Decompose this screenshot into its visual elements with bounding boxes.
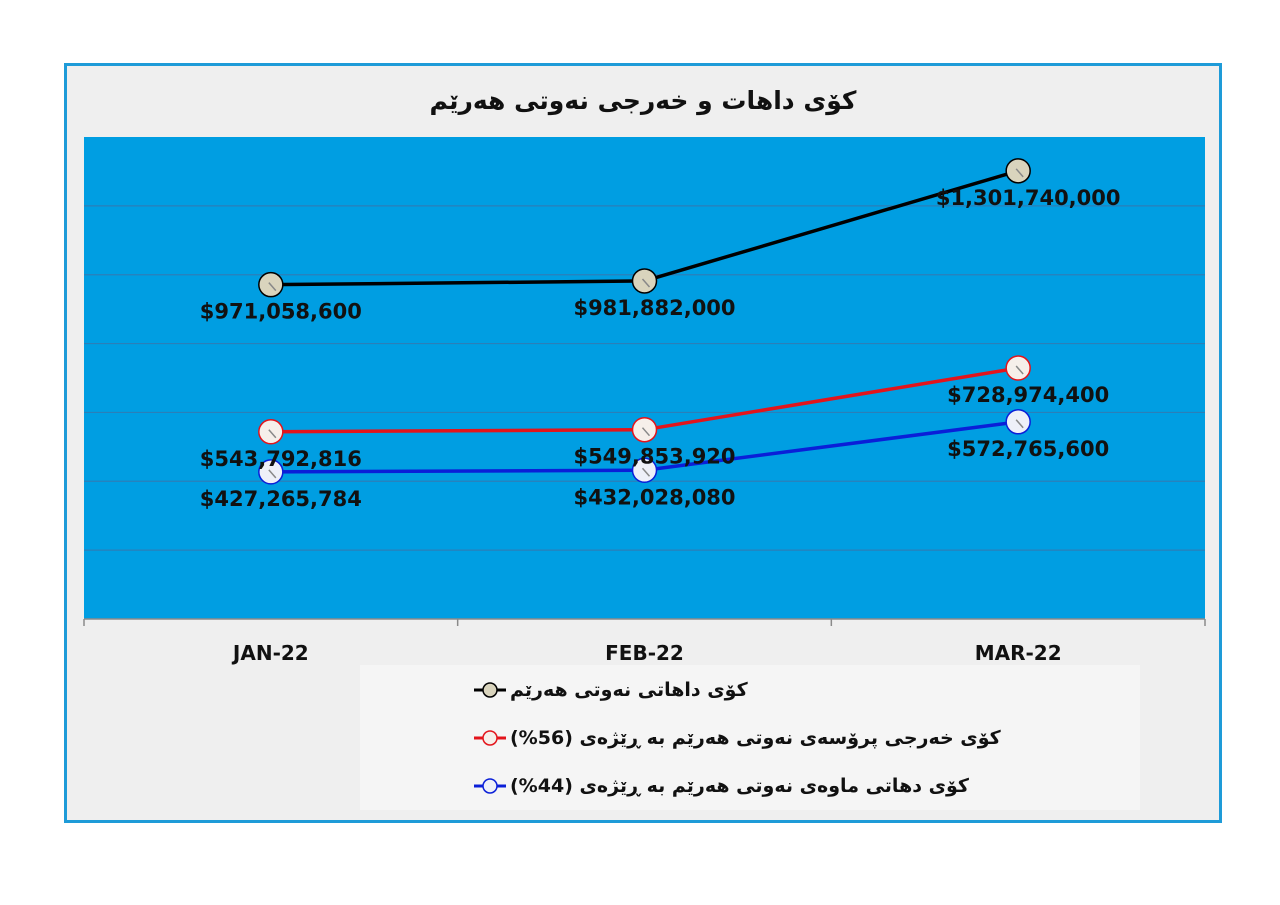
data-label: $549,853,920 <box>573 445 735 469</box>
leader-line <box>1015 419 1024 429</box>
data-label: $728,974,400 <box>947 383 1109 407</box>
data-label: $981,882,000 <box>573 296 735 320</box>
legend-marker <box>474 682 506 698</box>
leader-line <box>641 467 651 477</box>
leader-line <box>268 282 277 292</box>
leader-line <box>641 427 651 437</box>
legend-label: كۆی خەرجی پرۆسەی نەوتی هەرێم بە ڕێژەی (5… <box>510 727 1001 749</box>
legend-item-total-revenue: كۆی داهاتی نەوتی هەرێم <box>472 675 748 705</box>
x-axis <box>83 618 1206 626</box>
legend-label: كۆی دهاتی ماوەی نەوتی هەرێم بە ڕێژەی (44… <box>510 775 969 797</box>
leader-line <box>1015 168 1024 178</box>
legend-item-net-revenue: كۆی دهاتی ماوەی نەوتی هەرێم بە ڕێژەی (44… <box>472 771 969 801</box>
x-tick-label: FEB-22 <box>605 641 684 665</box>
data-label: $572,765,600 <box>947 437 1109 461</box>
data-label: $971,058,600 <box>200 300 362 324</box>
leader-line <box>1015 365 1024 375</box>
leader-line <box>268 469 277 479</box>
data-labels: $971,058,600 $981,882,000 $1,301,740,000 $5… <box>200 186 1121 511</box>
x-tick-label: JAN-22 <box>231 641 309 665</box>
series-lines <box>258 158 1031 485</box>
legend: كۆی داهاتی نەوتی هەرێم كۆی خەرجی پرۆسەی … <box>360 665 1140 810</box>
x-tick-label: MAR-22 <box>975 641 1062 665</box>
legend-item-process-cost: كۆی خەرجی پرۆسەی نەوتی هەرێم بە ڕێژەی (5… <box>472 723 1001 753</box>
data-label: $432,028,080 <box>573 485 735 509</box>
legend-marker <box>474 730 506 746</box>
chart-title: كۆی داهات و خەرجی نەوتی هەرێم <box>429 86 857 115</box>
legend-label: كۆی داهاتی نەوتی هەرێم <box>510 679 748 701</box>
x-tick-labels: JAN-22 FEB-22 MAR-22 <box>231 641 1062 665</box>
leader-line <box>268 429 277 439</box>
legend-marker <box>474 778 506 794</box>
data-label: $427,265,784 <box>200 487 362 511</box>
data-label: $543,792,816 <box>200 447 362 471</box>
leader-line <box>641 278 651 288</box>
data-label: $1,301,740,000 <box>936 186 1121 210</box>
